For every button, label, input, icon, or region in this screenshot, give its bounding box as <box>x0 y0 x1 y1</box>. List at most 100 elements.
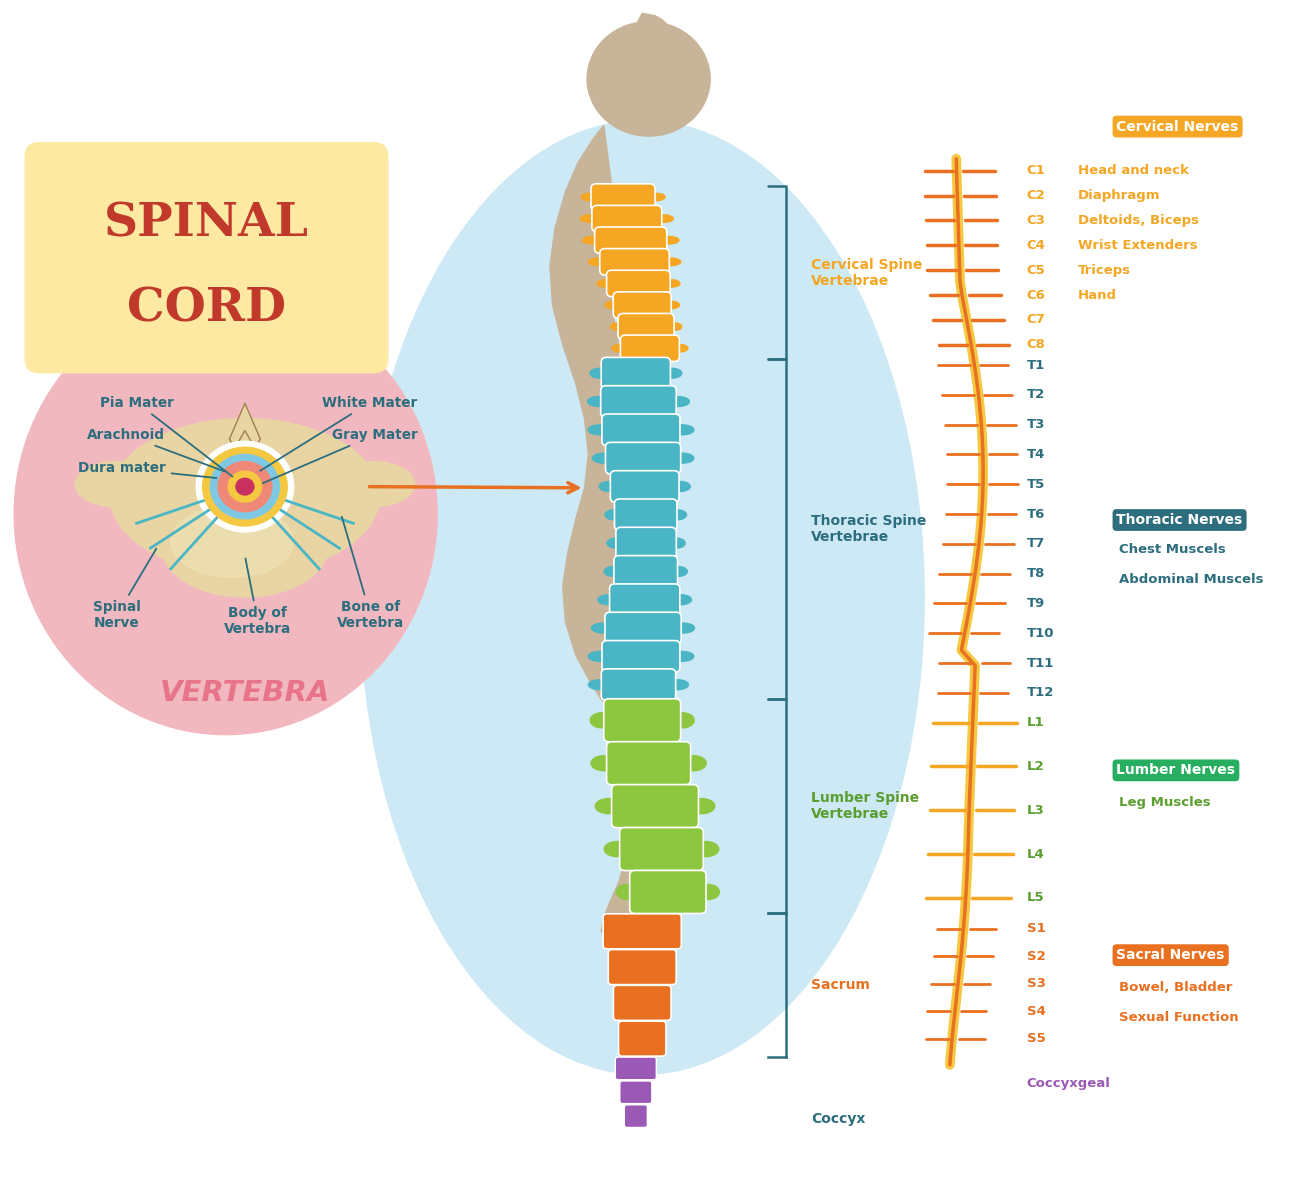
FancyBboxPatch shape <box>629 870 706 913</box>
Text: L3: L3 <box>1027 804 1044 817</box>
Ellipse shape <box>667 397 689 406</box>
Text: Cervical Spine
Vertebrae: Cervical Spine Vertebrae <box>811 257 923 288</box>
Text: C8: C8 <box>1027 338 1045 351</box>
Ellipse shape <box>604 566 623 576</box>
Ellipse shape <box>616 884 640 900</box>
Ellipse shape <box>662 280 680 287</box>
Ellipse shape <box>597 280 615 287</box>
Text: Coccyx: Coccyx <box>811 1111 866 1126</box>
Text: Coccyxgeal: Coccyxgeal <box>1027 1078 1110 1090</box>
Text: L2: L2 <box>1027 760 1044 773</box>
Text: L5: L5 <box>1027 891 1044 905</box>
Text: Gray Mater: Gray Mater <box>263 428 417 483</box>
Ellipse shape <box>590 712 614 728</box>
Text: T10: T10 <box>1027 626 1054 639</box>
Text: Pia Mater: Pia Mater <box>100 396 233 477</box>
Ellipse shape <box>111 418 380 574</box>
Ellipse shape <box>671 712 694 728</box>
FancyBboxPatch shape <box>616 527 676 559</box>
Ellipse shape <box>697 884 719 900</box>
Text: T3: T3 <box>1027 418 1045 431</box>
FancyBboxPatch shape <box>592 184 655 210</box>
Ellipse shape <box>671 453 694 464</box>
Ellipse shape <box>611 323 627 331</box>
Ellipse shape <box>250 488 266 500</box>
Text: Wrist Extenders: Wrist Extenders <box>1078 239 1197 252</box>
FancyBboxPatch shape <box>592 206 662 232</box>
Ellipse shape <box>612 344 629 353</box>
Text: C1: C1 <box>1027 164 1045 177</box>
Text: Sacrum: Sacrum <box>811 978 870 992</box>
FancyBboxPatch shape <box>603 699 681 742</box>
FancyBboxPatch shape <box>602 669 676 700</box>
Text: S1: S1 <box>1027 923 1045 936</box>
Polygon shape <box>230 403 260 448</box>
FancyBboxPatch shape <box>602 641 680 672</box>
FancyBboxPatch shape <box>620 335 680 361</box>
Ellipse shape <box>582 237 604 244</box>
Text: Leg Muscles: Leg Muscles <box>1119 796 1210 809</box>
Text: Bone of
Vertebra: Bone of Vertebra <box>337 516 404 630</box>
Text: C7: C7 <box>1027 313 1045 326</box>
Text: SPINAL: SPINAL <box>104 201 309 246</box>
FancyBboxPatch shape <box>604 612 681 644</box>
FancyBboxPatch shape <box>611 785 698 828</box>
Ellipse shape <box>224 471 240 483</box>
Circle shape <box>588 22 710 136</box>
Text: Deltoids, Biceps: Deltoids, Biceps <box>1078 214 1199 227</box>
Ellipse shape <box>688 798 715 814</box>
Text: C4: C4 <box>1027 239 1045 252</box>
Ellipse shape <box>663 301 680 308</box>
Ellipse shape <box>588 651 612 661</box>
Ellipse shape <box>604 841 630 857</box>
Text: Arachnoid: Arachnoid <box>87 428 225 471</box>
Ellipse shape <box>588 397 611 406</box>
FancyBboxPatch shape <box>25 142 389 373</box>
FancyBboxPatch shape <box>603 914 681 949</box>
Text: T1: T1 <box>1027 358 1045 372</box>
FancyBboxPatch shape <box>620 1081 651 1104</box>
FancyBboxPatch shape <box>607 742 690 785</box>
Text: C2: C2 <box>1027 189 1045 202</box>
Ellipse shape <box>671 595 692 605</box>
Text: S5: S5 <box>1027 1032 1045 1046</box>
Text: Lumber Spine
Vertebrae: Lumber Spine Vertebrae <box>811 791 919 821</box>
Text: Abdominal Muscels: Abdominal Muscels <box>1119 574 1264 586</box>
FancyBboxPatch shape <box>620 828 703 871</box>
Ellipse shape <box>666 323 681 331</box>
Ellipse shape <box>662 368 681 378</box>
Text: L4: L4 <box>1027 847 1044 860</box>
FancyBboxPatch shape <box>601 357 671 390</box>
Ellipse shape <box>653 215 673 222</box>
Polygon shape <box>550 125 675 937</box>
Text: Bowel, Bladder: Bowel, Bladder <box>1119 981 1232 994</box>
Ellipse shape <box>671 623 694 633</box>
Ellipse shape <box>14 294 437 735</box>
Text: T11: T11 <box>1027 656 1054 669</box>
FancyBboxPatch shape <box>614 986 671 1021</box>
Ellipse shape <box>599 482 620 491</box>
Ellipse shape <box>224 488 240 500</box>
Ellipse shape <box>693 841 719 857</box>
Text: T9: T9 <box>1027 598 1045 609</box>
Ellipse shape <box>581 194 599 201</box>
Text: Body of
Vertebra: Body of Vertebra <box>224 558 291 636</box>
FancyBboxPatch shape <box>599 249 670 275</box>
FancyBboxPatch shape <box>614 556 677 587</box>
Text: White Mater: White Mater <box>260 396 417 471</box>
Text: T2: T2 <box>1027 388 1045 402</box>
Text: C6: C6 <box>1027 288 1045 301</box>
Text: C3: C3 <box>1027 214 1045 227</box>
Ellipse shape <box>670 651 694 661</box>
Text: Chest Muscels: Chest Muscels <box>1119 544 1226 557</box>
Ellipse shape <box>580 215 601 222</box>
Text: S2: S2 <box>1027 950 1045 963</box>
FancyBboxPatch shape <box>611 471 679 502</box>
Ellipse shape <box>172 505 292 577</box>
Ellipse shape <box>680 755 706 771</box>
Text: Lumber Nerves: Lumber Nerves <box>1117 764 1235 778</box>
FancyBboxPatch shape <box>614 292 671 318</box>
Ellipse shape <box>668 510 686 520</box>
Ellipse shape <box>660 258 681 265</box>
Ellipse shape <box>658 237 679 244</box>
